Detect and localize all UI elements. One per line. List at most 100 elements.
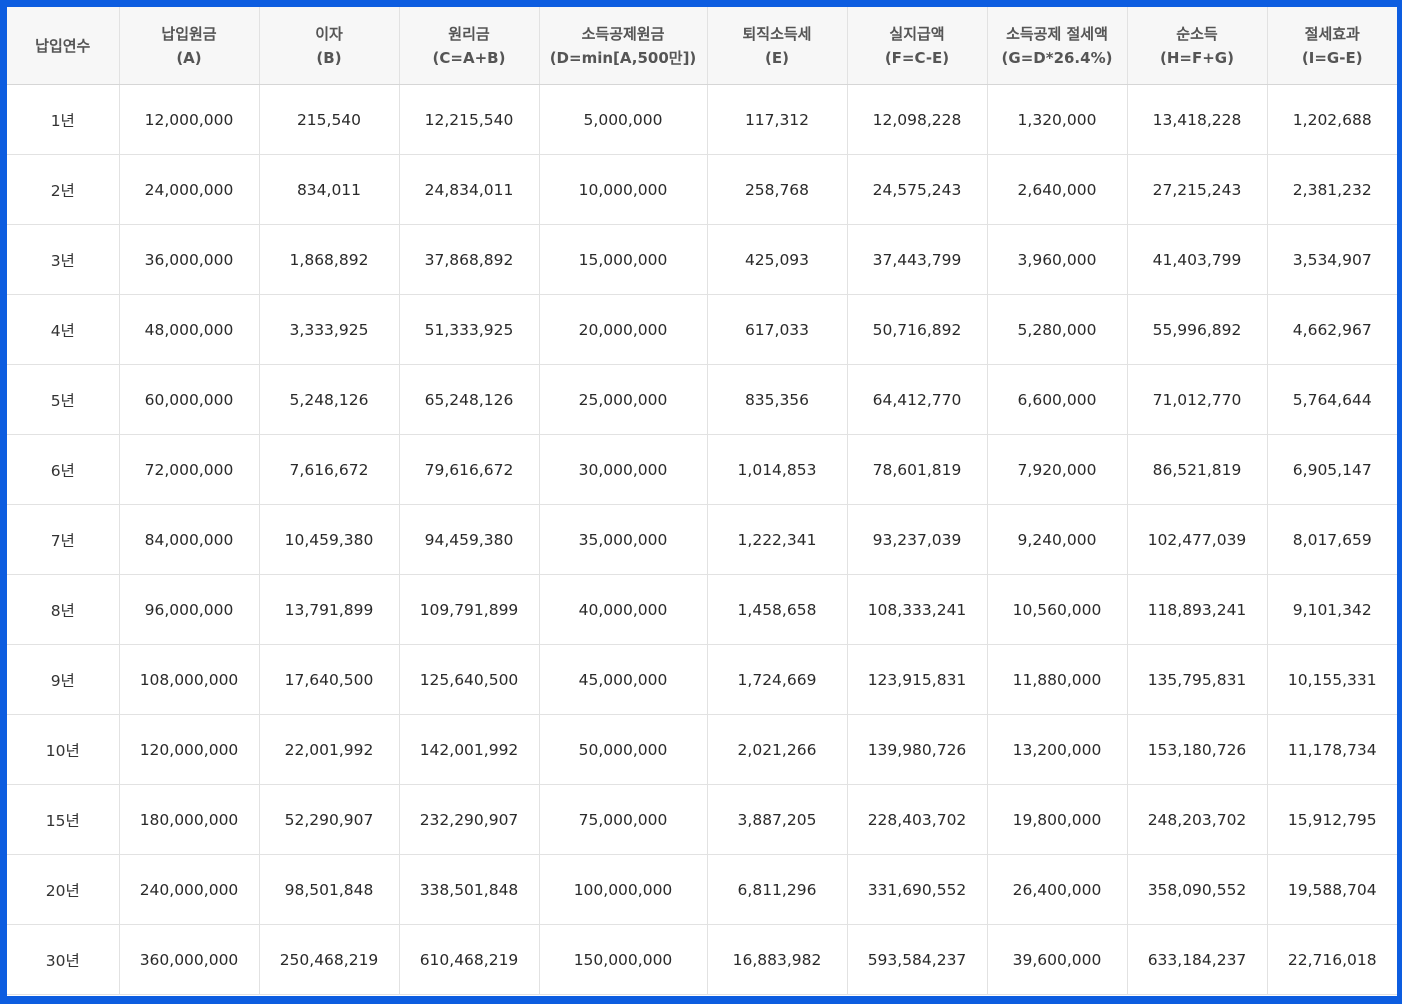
value-cell: 25,000,000 xyxy=(539,364,708,435)
value-cell: 16,883,982 xyxy=(707,924,848,995)
table-row: 9년 108,000,000 17,640,500 125,640,500 45,000… xyxy=(7,644,1397,715)
year-cell: 20년 xyxy=(7,854,120,925)
value-cell: 593,584,237 xyxy=(847,924,988,995)
value-cell: 50,716,892 xyxy=(847,294,988,365)
value-cell: 22,716,018 xyxy=(1267,924,1397,995)
value-cell: 240,000,000 xyxy=(119,854,260,925)
value-cell: 8,017,659 xyxy=(1267,504,1397,575)
value-cell: 30,000,000 xyxy=(539,434,708,505)
value-cell: 40,000,000 xyxy=(539,574,708,645)
value-cell: 41,403,799 xyxy=(1127,224,1268,295)
table-row: 8년 96,000,000 13,791,899 109,791,899 40,000,… xyxy=(7,574,1397,645)
value-cell: 248,203,702 xyxy=(1127,784,1268,855)
column-header-formula: (F=C-E) xyxy=(884,48,950,67)
value-cell: 1,724,669 xyxy=(707,644,848,715)
year-cell: 3년 xyxy=(7,224,120,295)
column-header-formula: (B) xyxy=(316,48,342,67)
column-header: 실지급액 (F=C-E) xyxy=(847,7,988,85)
year-cell: 4년 xyxy=(7,294,120,365)
savings-tax-table: 납입연수 납입원금 (A) 이자 (B) 원리금 (C=A+B) 소득공제원금 (D=min[A… xyxy=(7,7,1397,995)
value-cell: 52,290,907 xyxy=(259,784,400,855)
column-header-title: 소득공제원금 xyxy=(581,24,665,43)
year-cell: 5년 xyxy=(7,364,120,435)
value-cell: 93,237,039 xyxy=(847,504,988,575)
value-cell: 120,000,000 xyxy=(119,714,260,785)
column-header: 납입원금 (A) xyxy=(119,7,260,85)
value-cell: 37,868,892 xyxy=(399,224,540,295)
table-row: 4년 48,000,000 3,333,925 51,333,925 20,000,00… xyxy=(7,294,1397,365)
value-cell: 109,791,899 xyxy=(399,574,540,645)
value-cell: 835,356 xyxy=(707,364,848,435)
value-cell: 9,101,342 xyxy=(1267,574,1397,645)
value-cell: 108,333,241 xyxy=(847,574,988,645)
value-cell: 79,616,672 xyxy=(399,434,540,505)
value-cell: 215,540 xyxy=(259,84,400,155)
value-cell: 10,155,331 xyxy=(1267,644,1397,715)
table-row: 10년 120,000,000 22,001,992 142,001,992 50,00… xyxy=(7,714,1397,785)
value-cell: 84,000,000 xyxy=(119,504,260,575)
column-header-formula: (I=G-E) xyxy=(1301,48,1363,67)
value-cell: 10,000,000 xyxy=(539,154,708,225)
value-cell: 9,240,000 xyxy=(987,504,1128,575)
year-cell: 15년 xyxy=(7,784,120,855)
value-cell: 125,640,500 xyxy=(399,644,540,715)
value-cell: 250,468,219 xyxy=(259,924,400,995)
value-cell: 20,000,000 xyxy=(539,294,708,365)
value-cell: 1,014,853 xyxy=(707,434,848,505)
value-cell: 5,248,126 xyxy=(259,364,400,435)
value-cell: 7,616,672 xyxy=(259,434,400,505)
value-cell: 100,000,000 xyxy=(539,854,708,925)
year-cell: 30년 xyxy=(7,924,120,995)
value-cell: 617,033 xyxy=(707,294,848,365)
value-cell: 24,834,011 xyxy=(399,154,540,225)
value-cell: 139,980,726 xyxy=(847,714,988,785)
value-cell: 258,768 xyxy=(707,154,848,225)
value-cell: 10,459,380 xyxy=(259,504,400,575)
value-cell: 12,215,540 xyxy=(399,84,540,155)
table-body: 1년 12,000,000 215,540 12,215,540 5,000,000 11… xyxy=(7,84,1397,995)
column-header-formula: (C=A+B) xyxy=(432,48,506,67)
value-cell: 19,800,000 xyxy=(987,784,1128,855)
column-header: 납입연수 xyxy=(7,7,120,85)
value-cell: 48,000,000 xyxy=(119,294,260,365)
value-cell: 36,000,000 xyxy=(119,224,260,295)
value-cell: 633,184,237 xyxy=(1127,924,1268,995)
value-cell: 13,200,000 xyxy=(987,714,1128,785)
year-cell: 2년 xyxy=(7,154,120,225)
value-cell: 3,887,205 xyxy=(707,784,848,855)
value-cell: 135,795,831 xyxy=(1127,644,1268,715)
table-row: 1년 12,000,000 215,540 12,215,540 5,000,000 11… xyxy=(7,84,1397,155)
table-row: 3년 36,000,000 1,868,892 37,868,892 15,000,00… xyxy=(7,224,1397,295)
value-cell: 15,000,000 xyxy=(539,224,708,295)
value-cell: 834,011 xyxy=(259,154,400,225)
value-cell: 72,000,000 xyxy=(119,434,260,505)
value-cell: 3,960,000 xyxy=(987,224,1128,295)
value-cell: 22,001,992 xyxy=(259,714,400,785)
value-cell: 51,333,925 xyxy=(399,294,540,365)
value-cell: 360,000,000 xyxy=(119,924,260,995)
value-cell: 108,000,000 xyxy=(119,644,260,715)
value-cell: 5,000,000 xyxy=(539,84,708,155)
table-row: 2년 24,000,000 834,011 24,834,011 10,000,000 2… xyxy=(7,154,1397,225)
value-cell: 1,458,658 xyxy=(707,574,848,645)
value-cell: 13,418,228 xyxy=(1127,84,1268,155)
value-cell: 180,000,000 xyxy=(119,784,260,855)
value-cell: 425,093 xyxy=(707,224,848,295)
value-cell: 64,412,770 xyxy=(847,364,988,435)
column-header: 소득공제원금 (D=min[A,500만]) xyxy=(539,7,708,85)
value-cell: 37,443,799 xyxy=(847,224,988,295)
value-cell: 331,690,552 xyxy=(847,854,988,925)
value-cell: 102,477,039 xyxy=(1127,504,1268,575)
column-header-title: 순소득 xyxy=(1176,24,1218,43)
value-cell: 50,000,000 xyxy=(539,714,708,785)
value-cell: 11,178,734 xyxy=(1267,714,1397,785)
value-cell: 26,400,000 xyxy=(987,854,1128,925)
value-cell: 75,000,000 xyxy=(539,784,708,855)
column-header-formula: (E) xyxy=(765,48,789,67)
column-header: 소득공제 절세액 (G=D*26.4%) xyxy=(987,7,1128,85)
value-cell: 45,000,000 xyxy=(539,644,708,715)
value-cell: 78,601,819 xyxy=(847,434,988,505)
value-cell: 24,575,243 xyxy=(847,154,988,225)
value-cell: 142,001,992 xyxy=(399,714,540,785)
column-header-title: 퇴직소득세 xyxy=(742,24,812,43)
